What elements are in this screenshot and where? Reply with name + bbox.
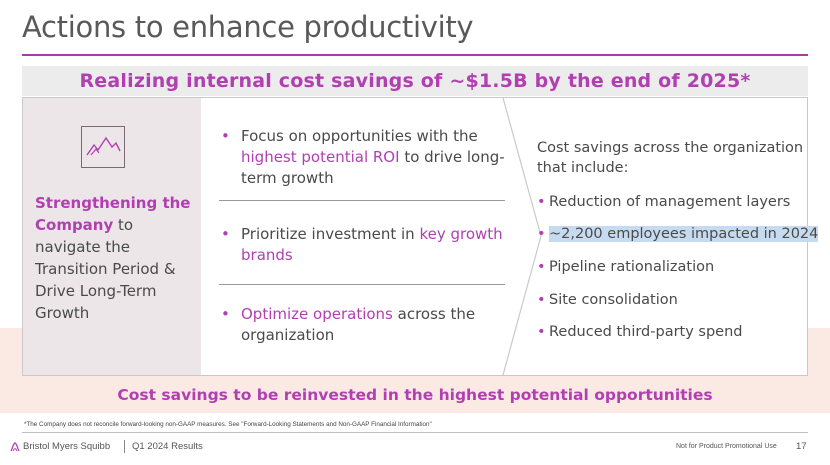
savings-item: • Reduced third-party spend: [537, 322, 743, 342]
brand-mark-icon: [10, 441, 20, 451]
content-panel: Strengthening the Company to navigate th…: [22, 97, 819, 376]
savings-text: Pipeline rationalization: [549, 259, 715, 275]
savings-item: • Pipeline rationalization: [537, 257, 714, 277]
row-divider: [219, 200, 505, 201]
row-divider: [219, 284, 505, 285]
action-item: • Prioritize investment in key growth bra…: [219, 224, 505, 266]
action-highlight: Optimize operations: [241, 305, 393, 323]
middle-column: • Focus on opportunities with the highest…: [201, 98, 523, 375]
savings-item-highlighted: • ~2,200 employees impacted in 2024: [537, 224, 819, 244]
promo-disclaimer: Not for Product Promotional Use: [676, 443, 777, 450]
bullet-icon: •: [537, 259, 546, 275]
title-divider: [22, 54, 808, 56]
bullet-icon: •: [537, 194, 546, 210]
footer-separator: [124, 440, 125, 453]
footer-divider: [22, 432, 808, 433]
strengthening-statement: Strengthening the Company to navigate th…: [35, 192, 199, 324]
brand-logo: Bristol Myers Squibb: [10, 441, 110, 452]
bullet-icon: •: [221, 225, 230, 243]
action-text: across the organization: [241, 305, 476, 344]
page-number: 17: [796, 441, 807, 452]
slide-title: Actions to enhance productivity: [22, 10, 474, 44]
action-item: • Focus on opportunities with the highest…: [219, 126, 505, 189]
savings-banner: Realizing internal cost savings of ~$1.5…: [22, 66, 808, 96]
reinvest-banner: Cost savings to be reinvested in the hig…: [117, 386, 713, 404]
action-text: Focus on opportunities with the: [241, 127, 478, 145]
action-text: Prioritize investment in: [241, 225, 420, 243]
bullet-icon: •: [537, 226, 546, 242]
savings-intro: Cost savings across the organization tha…: [537, 140, 804, 176]
chevron-divider-icon: [502, 98, 542, 375]
report-label: Q1 2024 Results: [132, 441, 203, 452]
action-highlight: highest potential ROI: [241, 148, 400, 166]
bullet-icon: •: [221, 305, 230, 323]
bullet-icon: •: [221, 127, 230, 145]
left-column: Strengthening the Company to navigate th…: [23, 98, 201, 375]
action-highlight: key growth brands: [241, 225, 503, 264]
savings-text: Reduced third-party spend: [549, 324, 743, 340]
action-text: to drive long-term growth: [241, 148, 505, 187]
savings-text: Site consolidation: [549, 292, 678, 308]
bullet-icon: •: [537, 324, 546, 340]
savings-item: • Reduction of management layers: [537, 192, 790, 212]
bullet-icon: •: [537, 292, 546, 308]
savings-item: • Site consolidation: [537, 290, 678, 310]
strengthening-rest: to navigate the Transition Period & Driv…: [35, 216, 176, 322]
brand-name: Bristol Myers Squibb: [23, 441, 111, 452]
savings-text: ~2,200 employees impacted in 2024: [549, 226, 819, 242]
right-column: Cost savings across the organization tha…: [537, 98, 819, 375]
mountain-peaks-icon: [81, 126, 125, 168]
strengthening-highlight: Strengthening the Company: [35, 194, 191, 234]
footnote: *The Company does not reconcile forward-…: [24, 421, 432, 428]
savings-text: Reduction of management layers: [549, 194, 791, 210]
action-item: • Optimize operations across the organiza…: [219, 304, 505, 346]
